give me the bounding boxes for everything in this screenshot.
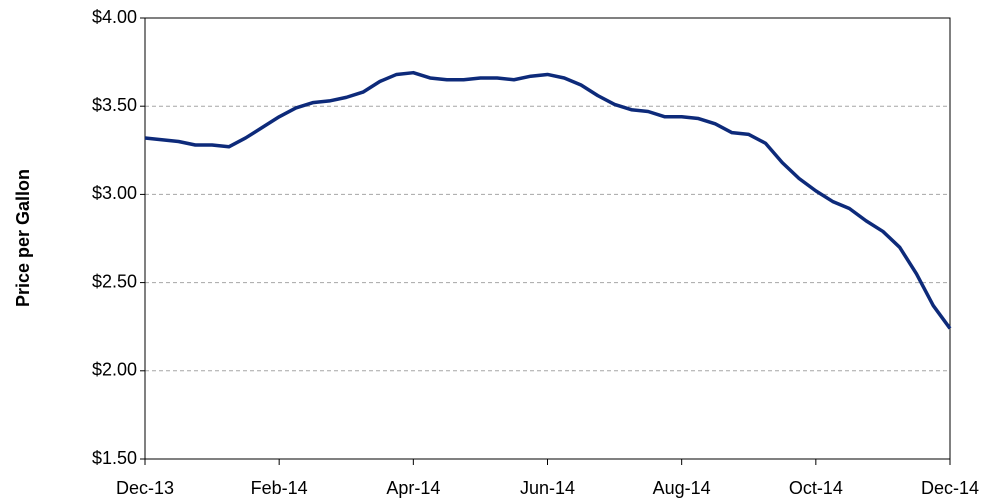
x-tick-label: Feb-14 xyxy=(251,478,308,498)
x-tick-label: Oct-14 xyxy=(789,478,843,498)
y-axis-label: Price per Gallon xyxy=(13,169,33,307)
y-tick-label: $2.50 xyxy=(92,271,137,291)
x-tick-label: Apr-14 xyxy=(386,478,440,498)
y-tick-label: $2.00 xyxy=(92,360,137,380)
y-tick-label: $4.00 xyxy=(92,7,137,27)
x-tick-label: Aug-14 xyxy=(653,478,711,498)
line-series xyxy=(144,70,952,330)
x-tick-label: Dec-13 xyxy=(116,478,174,498)
x-tick-label: Dec-14 xyxy=(921,478,979,498)
x-tick-label: Jun-14 xyxy=(520,478,575,498)
y-tick-label: $3.50 xyxy=(92,95,137,115)
y-tick-label: $3.00 xyxy=(92,183,137,203)
y-tick-label: $1.50 xyxy=(92,448,137,468)
plot-frame xyxy=(144,17,951,460)
